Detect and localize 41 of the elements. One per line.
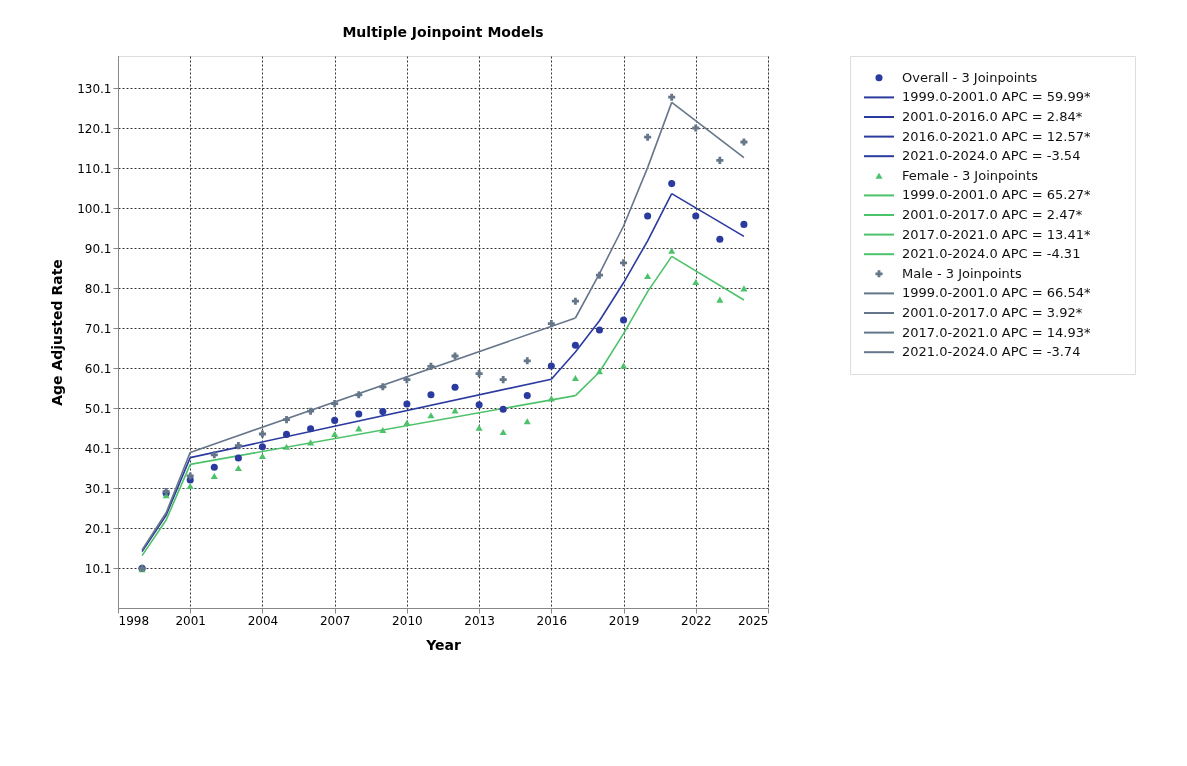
x-tick-label: 2019 — [608, 613, 640, 628]
y-tick-label: 110.1 — [77, 161, 112, 176]
x-tick-label: 2001 — [175, 613, 206, 628]
y-tick-label: 130.1 — [77, 81, 112, 96]
x-tick-label: 2007 — [319, 613, 351, 628]
y-tick-label: 100.1 — [77, 201, 112, 216]
legend-label: Overall - 3 Joinpoints — [902, 69, 1038, 85]
y-tick-label: 30.1 — [84, 481, 112, 496]
legend-label: 2001.0-2016.0 APC = 2.84* — [902, 109, 1083, 124]
chart-title: Multiple Joinpoint Models — [342, 24, 544, 40]
y-tick-label: 120.1 — [77, 121, 112, 136]
legend-label: Male - 3 Joinpoints — [902, 265, 1022, 281]
y-tick-label: 20.1 — [84, 521, 112, 536]
x-tick-label: 1998 — [118, 613, 150, 628]
legend-label: 2021.0-2024.0 APC = -4.31 — [902, 246, 1081, 262]
legend-label: 2021.0-2024.0 APC = -3.74 — [902, 344, 1081, 360]
y-tick-label: 50.1 — [84, 401, 112, 416]
legend-label: 1999.0-2001.0 APC = 65.27* — [902, 187, 1091, 203]
legend-label: 2001.0-2017.0 APC = 2.47* — [902, 207, 1083, 222]
y-tick-label: 80.1 — [84, 281, 112, 296]
x-tick-label: 2013 — [464, 613, 495, 628]
legend-label: Female - 3 Joinpoints — [902, 167, 1039, 183]
x-tick-label: 2010 — [392, 613, 423, 628]
legend-label: 1999.0-2001.0 APC = 59.99* — [902, 89, 1091, 105]
x-tick-label: 2004 — [247, 613, 279, 628]
x-tick-label: 2022 — [681, 613, 712, 628]
legend-label: 2017.0-2021.0 APC = 14.93* — [902, 324, 1091, 340]
x-tick-label: 2016 — [536, 613, 568, 628]
y-tick-label: 70.1 — [84, 321, 112, 336]
x-axis-title: Year — [425, 636, 461, 653]
x-tick-label: 2025 — [737, 613, 769, 628]
y-tick-label: 40.1 — [84, 441, 112, 456]
legend-label: 2016.0-2021.0 APC = 12.57* — [902, 128, 1091, 144]
legend-label: 2001.0-2017.0 APC = 3.92* — [902, 305, 1083, 320]
y-axis-title: Age Adjusted Rate — [49, 259, 66, 406]
legend-label: 2021.0-2024.0 APC = -3.54 — [902, 148, 1081, 164]
y-tick-label: 60.1 — [84, 361, 112, 376]
y-tick-label: 10.1 — [84, 561, 112, 576]
legend-label: 1999.0-2001.0 APC = 66.54* — [902, 285, 1091, 301]
y-tick-label: 90.1 — [84, 241, 112, 256]
legend-label: 2017.0-2021.0 APC = 13.41* — [902, 226, 1091, 242]
